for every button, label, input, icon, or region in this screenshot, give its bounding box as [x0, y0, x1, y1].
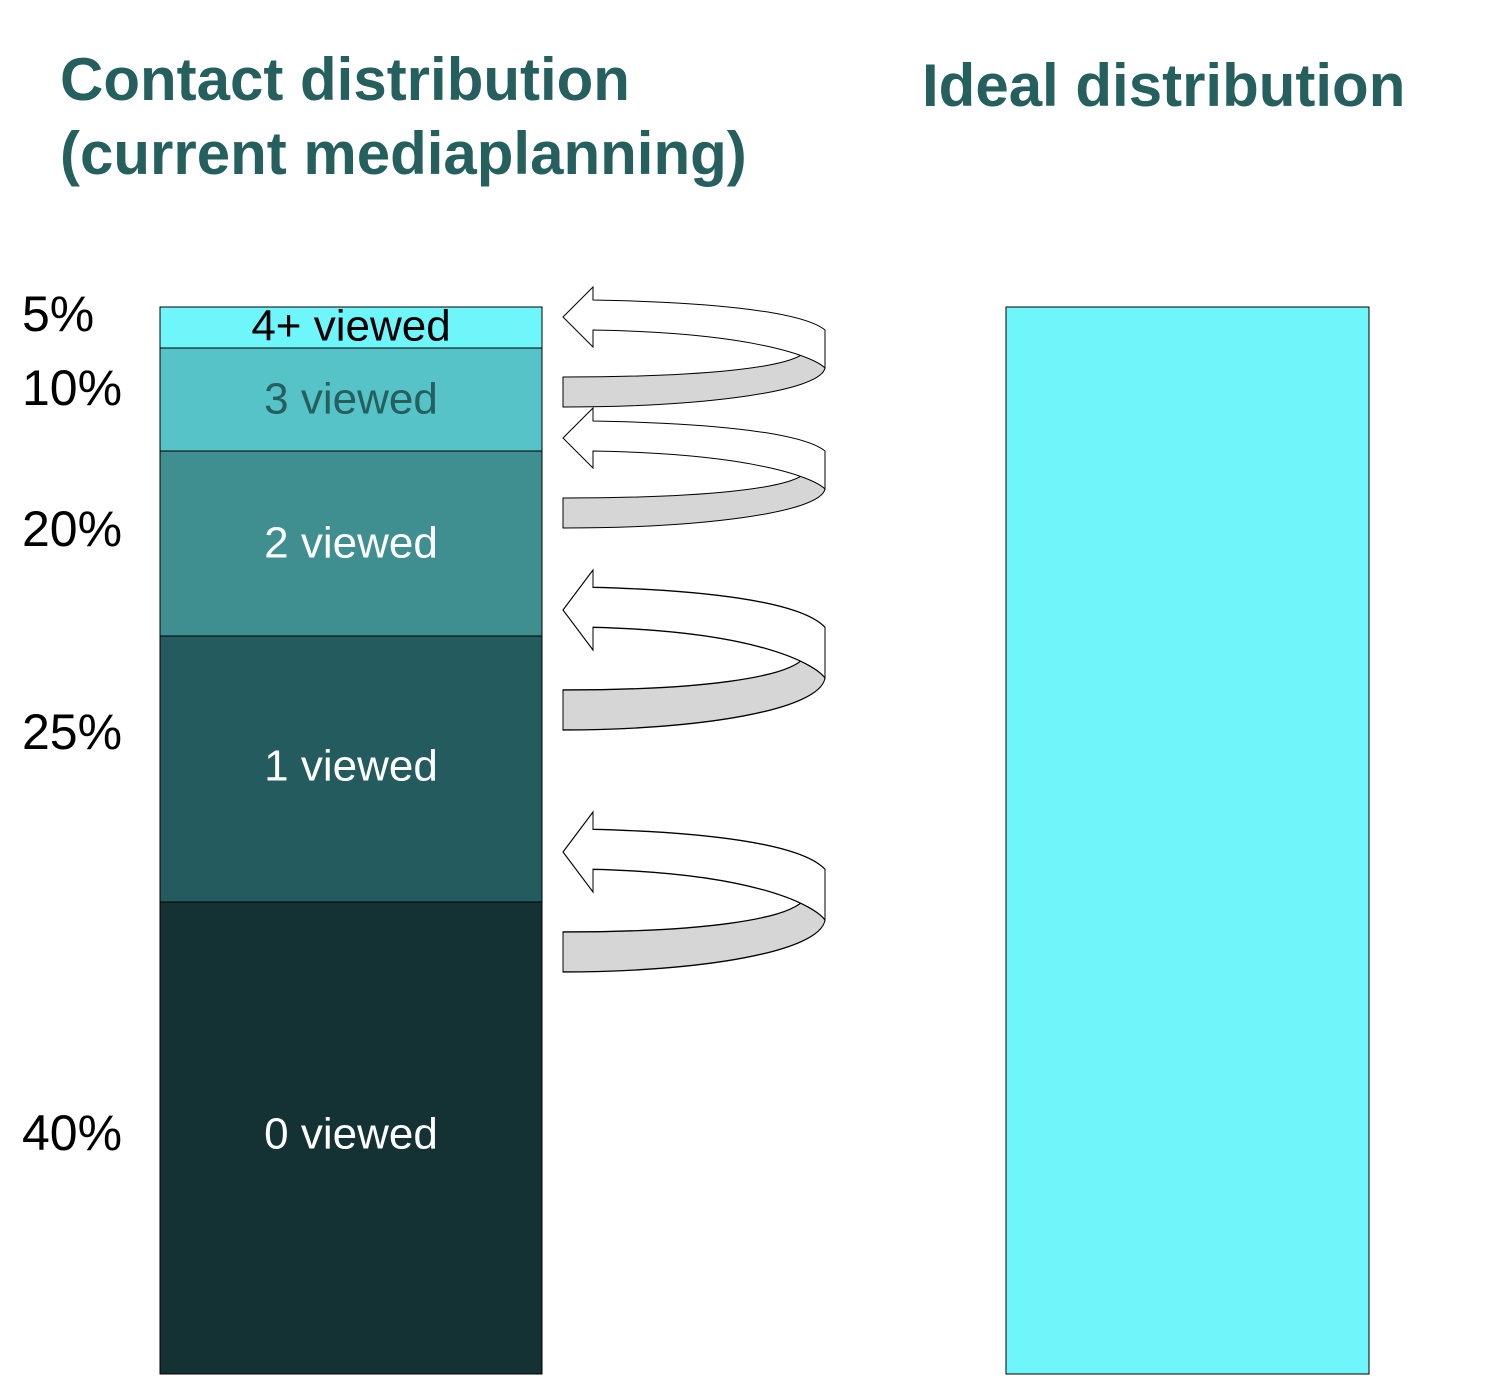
- segment-label: 2 viewed: [264, 519, 438, 568]
- left-title: Contact distribution: [60, 46, 630, 113]
- segment-share: 10%: [22, 360, 122, 416]
- shift-arrow: [562, 569, 826, 731]
- segment: [159, 635, 543, 903]
- segment-label: 1 viewed: [264, 742, 438, 791]
- segment-share: 25%: [22, 704, 122, 760]
- segment: [159, 306, 543, 349]
- segment-share: 40%: [22, 1105, 122, 1161]
- segment: [159, 901, 543, 1375]
- ideal-bar: [1005, 306, 1370, 1375]
- segment-share: 5%: [22, 286, 94, 342]
- stacked-bar: 4+ viewed 5% 3 viewed 10% 2 viewed 20% 1 viewe…: [22, 286, 543, 1375]
- segment: [159, 347, 543, 452]
- left-title: (current mediaplanning): [60, 120, 747, 187]
- segment-label: 4+ viewed: [251, 302, 450, 351]
- shift-arrow: [562, 286, 826, 408]
- shift-arrow: [562, 407, 826, 529]
- segment: [159, 450, 543, 637]
- segment-label: 3 viewed: [264, 375, 438, 424]
- right-title: Ideal distribution: [922, 52, 1405, 119]
- segment-share: 20%: [22, 501, 122, 557]
- segment-label: 0 viewed: [264, 1110, 438, 1159]
- shift-arrow: [562, 811, 826, 973]
